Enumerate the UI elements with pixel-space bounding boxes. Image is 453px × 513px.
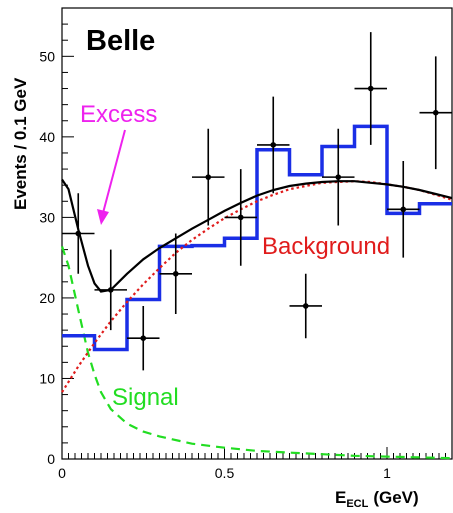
chart-title: Belle (86, 25, 155, 57)
x-axis-label-sub: ECL (346, 498, 368, 510)
data-point (302, 303, 309, 309)
signal-label: Signal (112, 384, 179, 411)
data-point (270, 142, 277, 148)
y-axis-label: Events / 0.1 GeV (11, 77, 30, 210)
excess-arrow-shaft (102, 129, 126, 214)
y-tick-label: 0 (47, 451, 55, 467)
x-axis-label-unit: (GeV) (373, 488, 418, 507)
total-fit-curve (61, 178, 453, 293)
data-point (367, 85, 374, 92)
data-point (335, 174, 342, 180)
background-label: Background (262, 233, 390, 260)
data-point (205, 174, 212, 180)
x-axis-label-main: E (335, 488, 346, 507)
data-point (400, 206, 407, 213)
data-point (140, 335, 147, 341)
data-point (172, 270, 179, 277)
data-point (107, 287, 114, 293)
data-point (237, 214, 244, 221)
y-tick-label: 30 (39, 209, 55, 225)
x-tick-label: 0 (58, 465, 66, 481)
y-tick-label: 10 (39, 370, 55, 386)
data-point (75, 230, 82, 237)
signal-curve (60, 246, 453, 460)
x-tick-label: 0.5 (215, 465, 235, 481)
y-tick-label: 20 (39, 290, 55, 306)
y-tick-label: 40 (39, 129, 55, 145)
x-axis-label: EECL (GeV) (335, 488, 419, 510)
excess-arrow-head (97, 209, 109, 225)
data-point (432, 109, 439, 116)
x-tick-label: 1 (383, 465, 391, 481)
background-curve (61, 180, 453, 393)
excess-label: Excess (80, 101, 157, 128)
histogram-line (62, 124, 452, 352)
y-tick-label: 50 (39, 48, 55, 64)
